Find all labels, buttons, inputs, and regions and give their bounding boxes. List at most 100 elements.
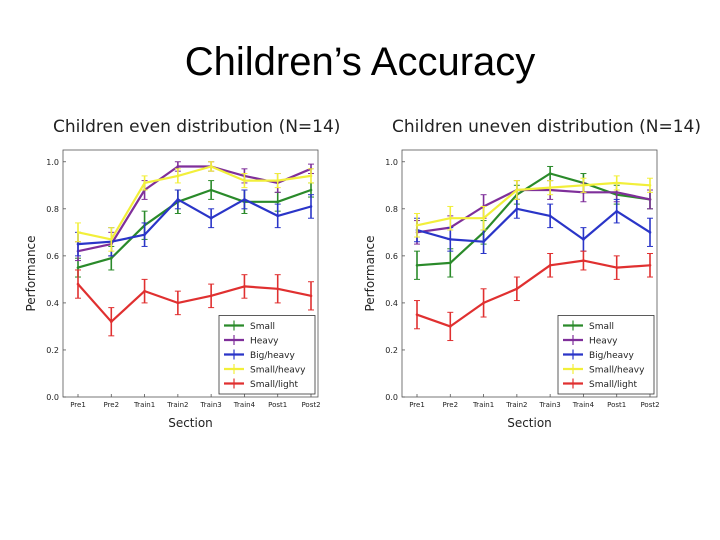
data-point: [243, 198, 246, 201]
legend-label: Small/light: [589, 380, 637, 390]
data-point: [415, 223, 419, 227]
data-point: [448, 325, 452, 328]
data-point: [109, 256, 113, 260]
x-tick-label: Train1: [472, 401, 494, 409]
y-tick-label: 0.8: [385, 205, 398, 214]
x-axis-label: Section: [168, 416, 213, 430]
data-point: [276, 287, 280, 291]
data-point: [448, 238, 452, 241]
legend: Small Heavy Big/heavy Small/heavy Small/ligh…: [218, 315, 316, 395]
series-line: [416, 188, 651, 234]
y-tick-label: 0.0: [385, 393, 398, 402]
series-small-heavy: [75, 161, 314, 252]
data-point: [548, 172, 552, 175]
data-point: [243, 179, 246, 182]
x-tick-label: Post2: [640, 401, 659, 409]
x-tick-label: Train2: [505, 401, 527, 409]
data-point: [515, 207, 519, 211]
legend-label: Small: [589, 322, 614, 332]
data-point: [548, 214, 552, 218]
data-point: [582, 259, 585, 262]
data-point: [415, 263, 419, 267]
chart-uneven-distribution: Children uneven distribution (N=14) 0.0 0.…: [363, 117, 701, 430]
y-tick-label: 0.2: [46, 346, 59, 355]
legend-label: Heavy: [589, 337, 618, 347]
data-point: [648, 198, 652, 201]
series-line: [77, 165, 312, 253]
legend-label: Heavy: [250, 337, 279, 347]
legend-label: Big/heavy: [250, 351, 296, 361]
data-point: [448, 261, 452, 265]
legend-label: Small: [250, 322, 275, 332]
y-tick-label: 0.8: [46, 205, 59, 214]
legend-label: Small/heavy: [589, 366, 645, 376]
y-tick-label: 0.6: [46, 252, 59, 261]
data-point: [176, 198, 180, 201]
data-point: [648, 183, 652, 187]
data-point: [76, 231, 80, 234]
data-point: [276, 214, 280, 218]
x-tick-label: Post1: [607, 401, 626, 409]
data-point: [143, 181, 146, 185]
legend-label: Big/heavy: [589, 351, 635, 361]
x-tick-label: Train4: [233, 401, 256, 409]
series-line: [77, 188, 312, 269]
x-tick-label: Pre1: [70, 401, 86, 409]
data-point: [76, 282, 80, 286]
x-axis-label: Section: [507, 416, 552, 430]
data-point: [615, 266, 619, 269]
data-point: [615, 181, 619, 185]
data-point: [515, 287, 519, 291]
y-tick-label: 0.6: [385, 252, 398, 261]
legend-label: Small/light: [250, 380, 298, 390]
series-small-light: [414, 250, 653, 342]
series-line: [416, 207, 651, 243]
data-point: [309, 205, 313, 208]
data-point: [76, 266, 80, 269]
y-tick-label: 1.0: [46, 158, 59, 167]
legend-label: Small/heavy: [250, 366, 306, 376]
x-tick-label: Post1: [268, 401, 287, 409]
x-tick-label: Post2: [301, 401, 320, 409]
y-axis-label: Performance: [363, 235, 377, 311]
data-point: [176, 301, 180, 305]
data-point: [176, 165, 180, 168]
data-point: [309, 188, 313, 192]
x-tick-label: Train4: [572, 401, 595, 409]
data-point: [209, 216, 213, 220]
data-point: [243, 285, 246, 288]
data-point: [309, 174, 313, 178]
data-point: [209, 188, 213, 192]
x-tick-label: Train1: [133, 401, 155, 409]
data-point: [615, 209, 619, 213]
data-point: [482, 301, 485, 305]
data-point: [209, 165, 213, 168]
data-point: [415, 313, 419, 316]
chart-title: Children uneven distribution (N=14): [392, 117, 701, 137]
data-point: [582, 238, 585, 241]
data-point: [515, 188, 519, 192]
series-small-light: [75, 269, 314, 337]
y-tick-label: 0.0: [46, 393, 59, 402]
series-line: [416, 181, 651, 227]
series-line: [77, 198, 312, 246]
y-tick-label: 0.2: [385, 346, 398, 355]
data-point: [276, 179, 280, 182]
data-point: [76, 242, 80, 246]
data-point: [276, 200, 280, 204]
series-line: [416, 259, 651, 328]
series-line: [77, 283, 312, 323]
data-point: [176, 174, 180, 178]
x-tick-label: Train3: [539, 401, 561, 409]
data-point: [109, 320, 113, 324]
data-point: [648, 263, 652, 267]
series-line: [77, 165, 312, 241]
data-point: [109, 238, 113, 241]
y-tick-label: 0.4: [385, 299, 398, 308]
x-tick-label: Train2: [166, 401, 188, 409]
series-small-heavy: [414, 175, 653, 238]
x-tick-label: Pre2: [103, 401, 119, 409]
slide-title: Children’s Accuracy: [184, 40, 536, 84]
y-tick-label: 1.0: [385, 158, 398, 167]
data-point: [448, 216, 452, 220]
